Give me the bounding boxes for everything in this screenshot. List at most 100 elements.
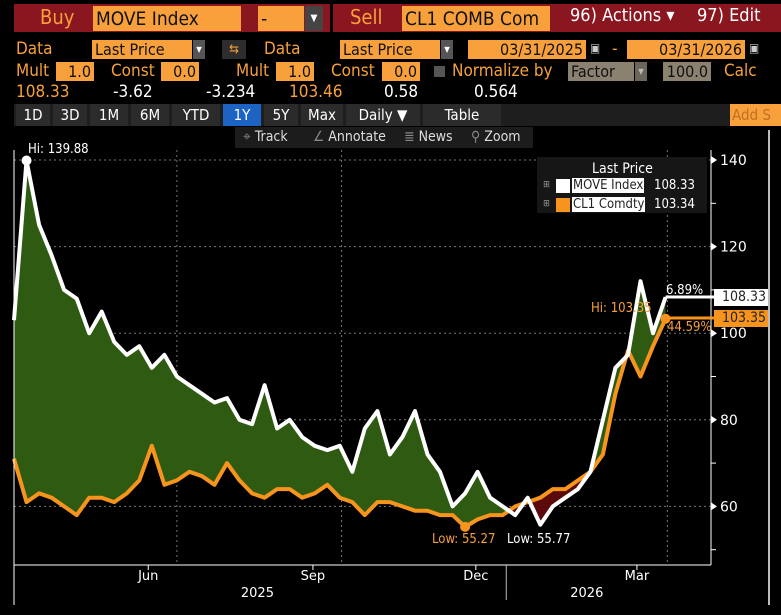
y-tick-label: 120: [720, 240, 747, 256]
cl1-low-marker: [460, 521, 471, 532]
normalize-checkbox[interactable]: [434, 66, 445, 77]
zoom-label: Zoom: [484, 129, 521, 145]
end-date-input[interactable]: 03/31/2026: [627, 40, 745, 59]
legend-title: Last Price: [592, 161, 653, 177]
swap-icon[interactable]: ⇆: [222, 40, 246, 59]
data2-select[interactable]: Last Price: [340, 40, 440, 59]
data2-dropdown-icon[interactable]: ▼: [441, 40, 453, 59]
move-hi-label: Hi: 139.88: [28, 142, 89, 157]
stat-move-last: 108.33: [16, 82, 70, 102]
normalize-label: Normalize by: [452, 61, 553, 81]
const1-label: Const: [111, 61, 155, 81]
const1-input[interactable]: 0.0: [161, 62, 199, 81]
const2-label: Const: [331, 61, 375, 81]
actions-menu[interactable]: 96) Actions ▾: [570, 5, 675, 26]
annotate-tool[interactable]: ∠ Annotate: [313, 129, 386, 145]
news-tool[interactable]: ≣ News: [404, 129, 453, 145]
y-tick: [711, 329, 717, 338]
spread-positive-area: [14, 160, 666, 527]
start-calendar-icon[interactable]: ▣: [590, 41, 601, 55]
add-security-button[interactable]: Add S: [730, 104, 781, 126]
annotate-label: Annotate: [328, 129, 386, 145]
period-1y[interactable]: 1Y: [223, 104, 261, 126]
legend-move-name: MOVE Index: [572, 178, 645, 193]
legend-expand-cl1[interactable]: ⊞: [543, 199, 550, 209]
legend-expand-move[interactable]: ⊞: [543, 180, 550, 190]
move-hi-marker: [21, 155, 32, 166]
y-tick: [711, 502, 717, 511]
table-button[interactable]: Table: [423, 104, 501, 126]
news-label: News: [418, 129, 453, 145]
stat-value-6: 0.564: [474, 82, 518, 102]
year-label: 2026: [570, 586, 603, 601]
mult1-label: Mult: [16, 61, 50, 81]
axes: 140 120 100 80 60 Jun Sep Dec Mar 2025 2026: [13, 150, 747, 605]
frequency-select[interactable]: Daily ▼: [346, 104, 420, 126]
move-last-value-tag: 108.33: [714, 289, 768, 306]
crosshair-icon: ⌖: [243, 129, 255, 145]
y-tick-label: 60: [720, 499, 738, 515]
operator-select[interactable]: -: [258, 6, 304, 31]
track-tool[interactable]: ⌖ Track: [243, 129, 288, 145]
period-ytd[interactable]: YTD: [172, 104, 220, 126]
normalize-dropdown-icon[interactable]: ▼: [635, 62, 647, 81]
y-tick: [711, 242, 717, 251]
end-calendar-icon[interactable]: ▣: [749, 41, 760, 55]
y-tick-label: 80: [720, 413, 738, 429]
legend-move-value: 108.33: [654, 178, 695, 193]
period-6m[interactable]: 6M: [131, 104, 169, 126]
cl1-low-label: Low: 55.27: [432, 532, 496, 547]
cl1-last-value-tag: 103.35: [714, 310, 768, 327]
magnifier-icon: ⚲: [471, 129, 485, 145]
news-icon: ≣: [404, 129, 419, 145]
normalize-select[interactable]: Factor: [568, 62, 634, 81]
data1-label: Data: [16, 39, 53, 59]
buy-ticker-input[interactable]: MOVE Index: [93, 6, 241, 31]
pencil-icon: ∠: [313, 129, 329, 145]
cl1-comdty-line: [12, 317, 668, 529]
cl1-hi-label: Hi: 103.35: [591, 301, 652, 316]
right-border: [768, 130, 770, 605]
x-tick-label: Dec: [463, 569, 488, 584]
period-3d[interactable]: 3D: [53, 104, 87, 126]
move-index-line: [12, 158, 668, 527]
period-1m[interactable]: 1M: [90, 104, 128, 126]
stat-cl1-last: 103.46: [289, 82, 343, 102]
y-tick-label: 140: [720, 153, 747, 169]
sell-ticker-input[interactable]: CL1 COMB Com: [402, 6, 550, 31]
edit-menu[interactable]: 97) Edit: [697, 5, 761, 26]
x-tick-label: Sep: [301, 569, 326, 584]
mult1-input[interactable]: 1.0: [56, 62, 94, 81]
stat-change: -3.62: [113, 82, 153, 102]
y-tick: [711, 156, 717, 164]
data1-select[interactable]: Last Price: [92, 40, 192, 59]
period-1d[interactable]: 1D: [16, 104, 50, 126]
factor-input[interactable]: 100.0: [663, 62, 711, 81]
legend-swatch-move: [556, 179, 570, 193]
start-date-input[interactable]: 03/31/2025: [468, 40, 586, 59]
data2-label: Data: [264, 39, 301, 59]
x-tick-label: Jun: [137, 569, 158, 584]
cl1-change-label: 44.59%: [667, 320, 712, 335]
date-separator: -: [612, 39, 618, 59]
period-max[interactable]: Max: [301, 104, 343, 126]
zoom-tool[interactable]: ⚲ Zoom: [471, 129, 521, 145]
legend-cl1-name: CL1 Comdty: [572, 197, 646, 212]
track-label: Track: [254, 129, 288, 145]
year-label: 2025: [241, 586, 274, 601]
stat-value-5: 0.58: [384, 82, 419, 102]
sell-label: Sell: [350, 5, 383, 29]
spread-negative-area: [14, 318, 666, 525]
x-tick-label: Mar: [625, 569, 650, 584]
legend-cl1-value: 103.34: [654, 197, 695, 212]
legend-swatch-cl1: [556, 198, 570, 212]
y-tick: [711, 415, 717, 424]
stat-pct-change: -3.234: [206, 82, 256, 102]
mult2-input[interactable]: 1.0: [276, 62, 314, 81]
operator-dropdown-icon[interactable]: ▼: [305, 6, 323, 31]
data1-dropdown-icon[interactable]: ▼: [193, 40, 205, 59]
move-low-label: Low: 55.77: [507, 532, 571, 547]
const2-input[interactable]: 0.0: [382, 62, 420, 81]
period-5y[interactable]: 5Y: [264, 104, 298, 126]
y-tick-label: 100: [720, 326, 747, 342]
